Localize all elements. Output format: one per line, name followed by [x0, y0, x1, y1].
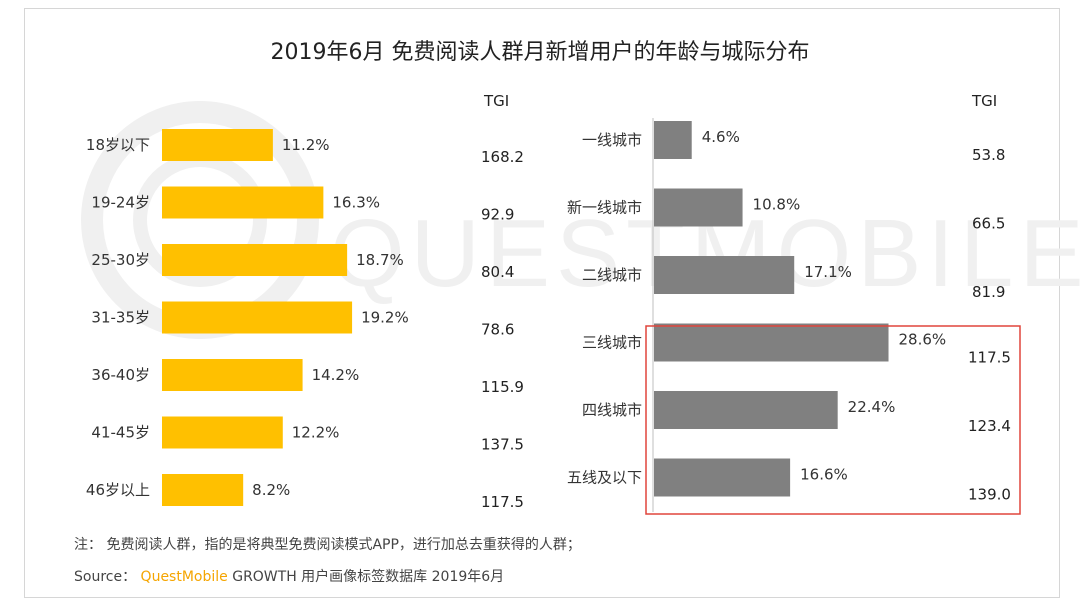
city-value-label: 16.6% — [800, 466, 848, 484]
age-category-label: 25-30岁 — [91, 251, 150, 269]
age-value-label: 12.2% — [292, 424, 340, 442]
city-category-label: 一线城市 — [582, 131, 642, 149]
age-tgi-value: 117.5 — [481, 493, 524, 511]
highlight-box — [645, 325, 1021, 515]
city-tgi-value: 139.0 — [968, 486, 1011, 504]
city-value-label: 28.6% — [899, 331, 947, 349]
city-bar — [654, 256, 795, 294]
chart-title: 2019年6月 免费阅读人群月新增用户的年龄与城际分布 — [270, 40, 810, 65]
age-tgi-value: 115.9 — [481, 378, 524, 396]
age-value-label: 18.7% — [356, 251, 404, 269]
city-category-label: 三线城市 — [582, 334, 642, 352]
city-value-label: 17.1% — [804, 263, 852, 281]
source-line: Source： QuestMobile GROWTH 用户画像标签数据库 201… — [74, 566, 504, 586]
age-value-label: 14.2% — [312, 366, 360, 384]
age-bar — [162, 416, 283, 449]
city-tgi-value: 117.5 — [968, 349, 1011, 367]
footnote: 注： 免费阅读人群，指的是将典型免费阅读模式APP，进行加总去重获得的人群； — [74, 537, 581, 553]
city-tgi-value: 81.9 — [972, 283, 1005, 301]
age-tgi-value: 168.2 — [481, 148, 524, 166]
city-bar — [654, 188, 743, 227]
age-bar — [162, 186, 324, 219]
source-brand: QuestMobile — [140, 569, 228, 585]
age-category-label: 19-24岁 — [91, 194, 150, 212]
city-tgi-value: 53.8 — [972, 146, 1005, 164]
age-tgi-value: 92.9 — [481, 206, 514, 224]
city-category-label: 新一线城市 — [567, 199, 642, 217]
age-bar — [162, 129, 273, 161]
age-tgi-value: 78.6 — [481, 321, 514, 339]
age-category-label: 41-45岁 — [91, 424, 150, 442]
age-category-label: 36-40岁 — [91, 366, 150, 384]
city-bar — [654, 391, 838, 429]
age-bar — [162, 244, 348, 276]
city-category-label: 四线城市 — [582, 401, 642, 419]
age-category-label: 46岁以上 — [86, 481, 150, 499]
city-value-label: 4.6% — [702, 128, 740, 146]
age-bars-group: 18岁以下 11.2% 168.2 19-24岁 16.3% 92.9 25-30岁 18.7… — [86, 129, 524, 511]
city-bar — [654, 121, 692, 159]
source-suffix: GROWTH 用户画像标签数据库 2019年6月 — [227, 569, 505, 585]
tgi-header-age: TGI — [483, 92, 509, 110]
city-bar — [654, 458, 791, 497]
source-prefix: Source： — [74, 569, 137, 585]
age-bar — [162, 301, 353, 334]
city-category-label: 五线及以下 — [567, 469, 642, 487]
city-bar — [654, 323, 889, 362]
city-bars-group: 一线城市 4.6% 53.8 新一线城市 10.8% 66.5 二线城市 17.1% 81.9 三… — [567, 121, 1011, 504]
age-tgi-value: 80.4 — [481, 263, 514, 281]
city-category-label: 二线城市 — [582, 266, 642, 284]
city-tgi-value: 123.4 — [968, 417, 1011, 435]
age-value-label: 11.2% — [282, 136, 330, 154]
tgi-header-city: TGI — [971, 92, 997, 110]
city-tgi-value: 66.5 — [972, 215, 1005, 233]
age-category-label: 18岁以下 — [86, 136, 150, 154]
city-value-label: 22.4% — [848, 398, 896, 416]
age-bar — [162, 359, 303, 391]
age-bar — [162, 474, 244, 506]
age-value-label: 16.3% — [332, 194, 380, 212]
age-value-label: 19.2% — [361, 309, 409, 327]
age-value-label: 8.2% — [252, 481, 290, 499]
age-tgi-value: 137.5 — [481, 436, 524, 454]
city-value-label: 10.8% — [753, 196, 801, 214]
age-category-label: 31-35岁 — [91, 309, 150, 327]
